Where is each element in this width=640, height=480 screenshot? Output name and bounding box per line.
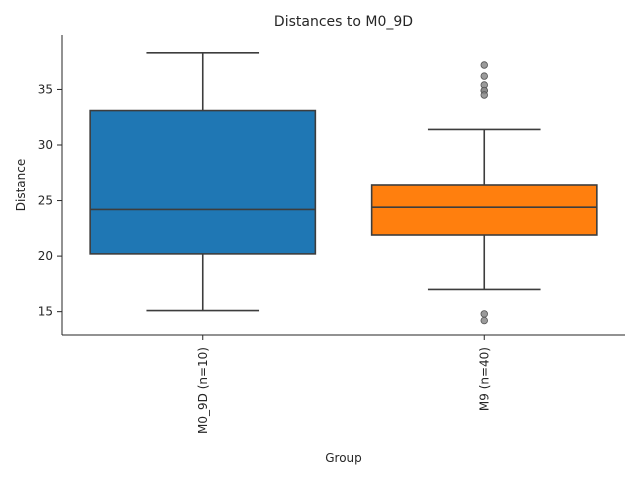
x-axis-label: Group xyxy=(325,451,362,465)
x-tick-label: M0_9D (n=10) xyxy=(196,347,210,434)
interquartile-box xyxy=(89,109,317,255)
y-tick-label: 15 xyxy=(38,305,53,319)
outlier-point xyxy=(480,72,488,80)
outlier-point xyxy=(480,91,488,99)
y-tick-label: 25 xyxy=(38,194,53,208)
outlier-point xyxy=(480,316,488,325)
y-tick-label: 30 xyxy=(38,138,53,152)
outlier-point xyxy=(480,61,488,69)
y-tick-label: 20 xyxy=(38,249,53,263)
chart-title: Distances to M0_9D xyxy=(274,14,413,30)
x-axis-ticks: M0_9D (n=10) M9 (n=40) xyxy=(196,335,491,434)
interquartile-box xyxy=(370,184,598,236)
outlier-point xyxy=(480,310,488,318)
plot-area xyxy=(89,51,598,325)
box-group xyxy=(370,61,598,325)
box-group xyxy=(89,51,317,312)
x-tick-label: M9 (n=40) xyxy=(477,347,491,411)
y-axis-label: Distance xyxy=(14,159,28,211)
y-axis-ticks: 15 20 25 30 35 xyxy=(38,82,62,319)
y-tick-label: 35 xyxy=(38,82,53,96)
